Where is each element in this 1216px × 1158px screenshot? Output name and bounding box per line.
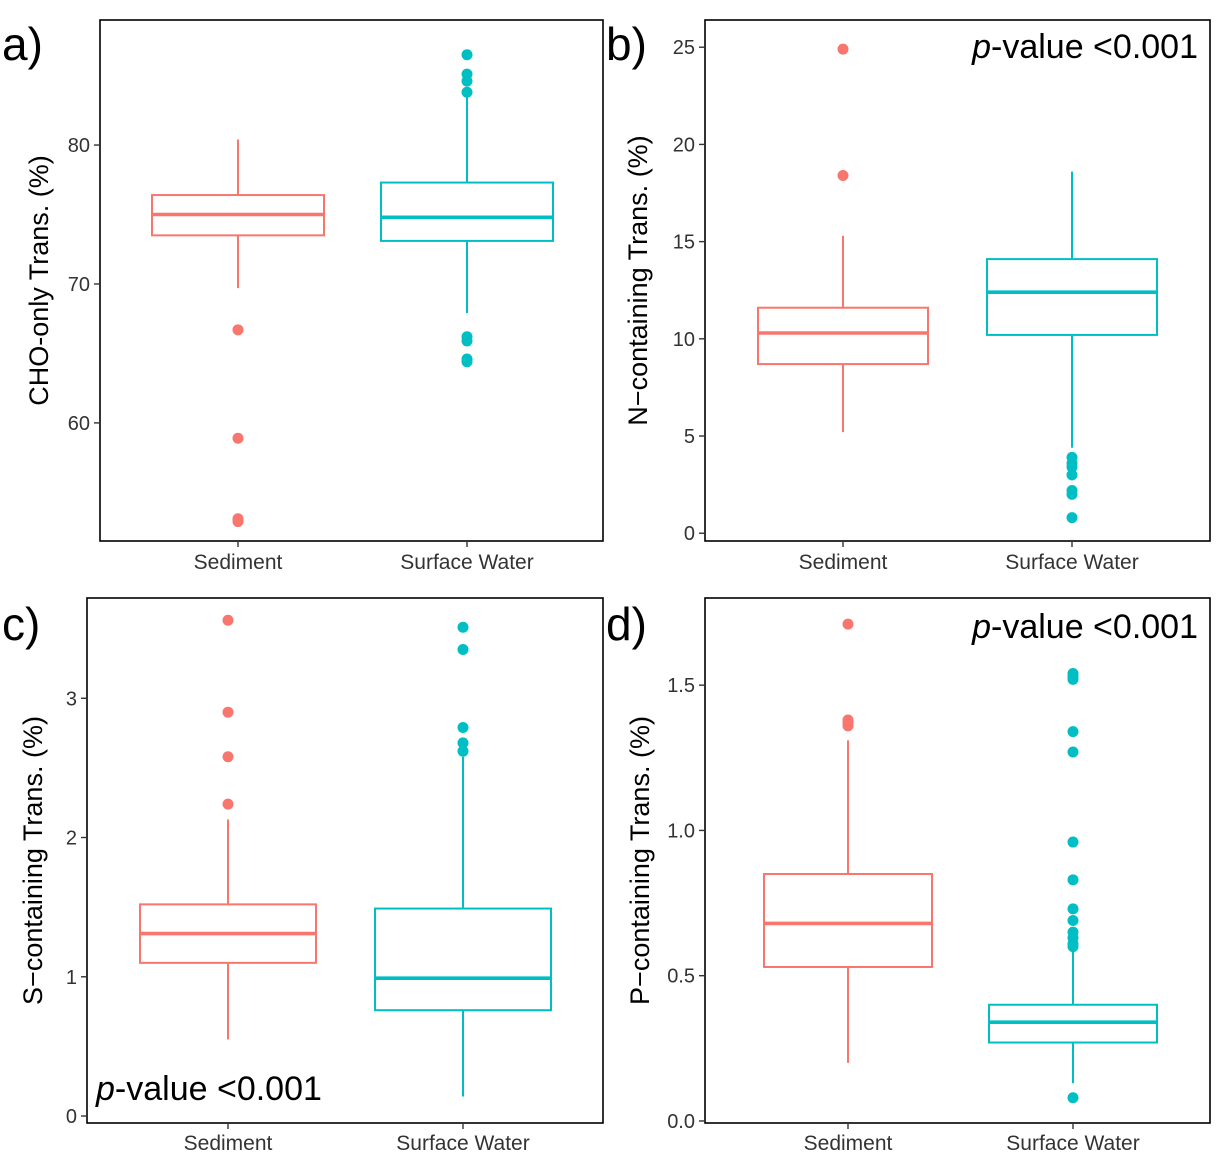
panel-frame — [704, 597, 1211, 1124]
x-tick-label: Surface Water — [1005, 551, 1138, 574]
outlier-point — [457, 745, 469, 757]
y-tick-label: 25 — [673, 37, 695, 59]
box-surface-water — [374, 621, 552, 1097]
box-sediment — [151, 139, 325, 528]
y-tick-label: 60 — [68, 413, 90, 435]
outlier-point — [461, 75, 473, 87]
panel-c: c) S−containing Trans. (%) 0 1 2 3 Sediment Sur… — [2, 597, 604, 1155]
p-value-annotation: p-value <0.001 — [971, 28, 1198, 66]
y-tick-label: 20 — [673, 134, 695, 156]
panel-frame — [99, 19, 604, 542]
y-tick-label: 5 — [684, 426, 695, 448]
panel-label: a) — [2, 18, 43, 70]
outlier-point — [1067, 1092, 1079, 1104]
x-tick-label: Surface Water — [400, 551, 533, 574]
outlier-point — [1067, 746, 1079, 758]
panel-frame — [86, 597, 604, 1124]
y-tick-label: 1.5 — [667, 675, 695, 697]
outlier-point — [1067, 874, 1079, 886]
y-axis-title: P−containing Trans. (%) — [625, 716, 655, 1005]
y-axis-title: N−containing Trans. (%) — [623, 135, 653, 425]
outlier-point — [461, 86, 473, 98]
panel-label: b) — [606, 18, 647, 70]
y-axis-title: S−containing Trans. (%) — [18, 716, 48, 1005]
x-tick-label: Sediment — [184, 1132, 273, 1155]
panel-d: d) P−containing Trans. (%) 0.0 0.5 1.0 1.5 Sed… — [606, 597, 1211, 1155]
box-sediment — [139, 614, 317, 1040]
x-tick-label: Surface Water — [396, 1132, 529, 1155]
iqr-box — [986, 258, 1158, 336]
outlier-point — [1066, 488, 1078, 500]
outlier-point — [461, 49, 473, 61]
outlier-point — [837, 43, 849, 55]
outlier-point — [222, 751, 234, 763]
outlier-point — [232, 324, 244, 336]
outlier-point — [1066, 512, 1078, 524]
box-surface-water — [380, 49, 554, 368]
outlier-point — [222, 614, 234, 626]
y-tick-label: 0 — [66, 1106, 77, 1128]
outlier-point — [457, 621, 469, 633]
outlier-point — [1067, 903, 1079, 915]
iqr-box — [380, 181, 554, 242]
x-tick-label: Sediment — [799, 551, 888, 574]
y-tick-label: 1 — [66, 967, 77, 989]
iqr-box — [374, 907, 552, 1012]
y-tick-label: 1.0 — [667, 820, 695, 842]
x-tick-label: Sediment — [194, 551, 283, 574]
outlier-point — [461, 356, 473, 368]
outlier-point — [1067, 836, 1079, 848]
outlier-point — [1067, 673, 1079, 685]
y-tick-label: 80 — [68, 135, 90, 157]
y-tick-label: 0.0 — [667, 1111, 695, 1133]
outlier-point — [1067, 941, 1079, 953]
x-tick-label: Surface Water — [1006, 1132, 1139, 1155]
outlier-point — [457, 644, 469, 656]
box-surface-water — [988, 668, 1158, 1104]
panel-a: a) CHO-only Trans. (%) 60 70 80 Sediment Surfa… — [2, 18, 604, 574]
y-tick-label: 15 — [673, 232, 695, 254]
outlier-point — [232, 432, 244, 444]
outlier-point — [461, 335, 473, 347]
y-tick-label: 2 — [66, 828, 77, 850]
panel-label: d) — [606, 598, 647, 650]
outlier-point — [1067, 914, 1079, 926]
p-value-annotation: p-value <0.001 — [95, 1070, 322, 1108]
y-tick-label: 0 — [684, 523, 695, 545]
outlier-point — [1066, 461, 1078, 473]
iqr-box — [763, 873, 933, 968]
iqr-box — [757, 306, 929, 366]
outlier-point — [457, 737, 469, 749]
outlier-point — [1066, 469, 1078, 481]
x-tick-label: Sediment — [804, 1132, 893, 1155]
p-value-annotation: p-value <0.001 — [971, 608, 1198, 646]
y-axis-title: CHO-only Trans. (%) — [24, 155, 54, 406]
outlier-point — [222, 706, 234, 718]
outlier-point — [222, 798, 234, 810]
y-tick-label: 10 — [673, 329, 695, 351]
box-sediment — [757, 43, 929, 433]
box-sediment — [763, 618, 933, 1063]
y-tick-label: 70 — [68, 274, 90, 296]
panel-frame — [704, 19, 1211, 542]
outlier-point — [232, 516, 244, 528]
outlier-point — [842, 720, 854, 732]
outlier-point — [457, 722, 469, 734]
outlier-point — [842, 618, 854, 630]
y-tick-label: 0.5 — [667, 966, 695, 988]
outlier-point — [1067, 726, 1079, 738]
outlier-point — [837, 170, 849, 182]
box-surface-water — [986, 171, 1158, 524]
y-tick-label: 3 — [66, 688, 77, 710]
panel-label: c) — [2, 598, 40, 650]
panel-b: b) N−containing Trans. (%) 0 5 10 15 20 25 Sedim… — [606, 18, 1211, 574]
